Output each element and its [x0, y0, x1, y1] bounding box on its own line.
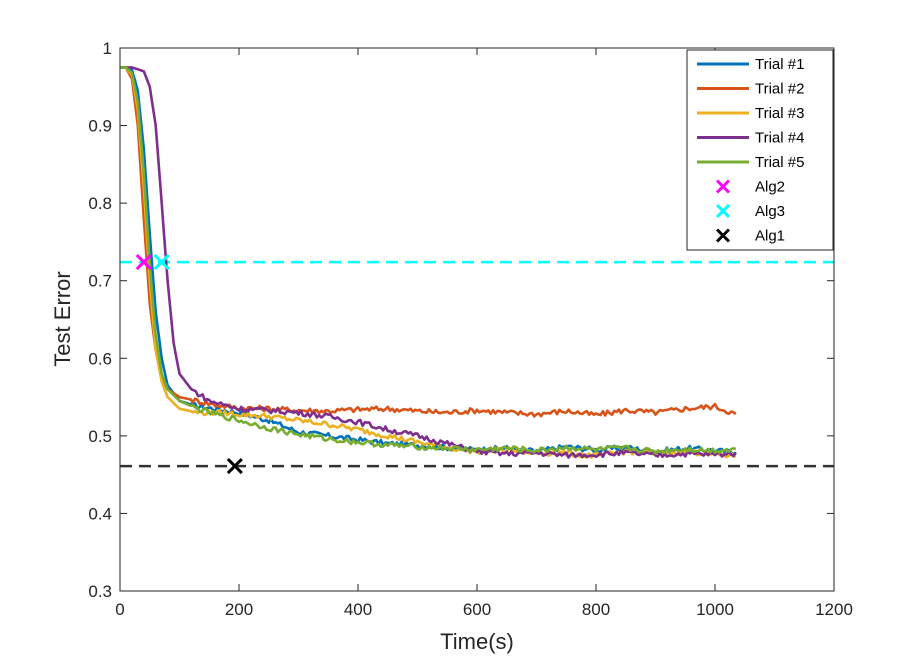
x-axis-ticks: 0 200 400 600 800 1000 1200 — [115, 48, 853, 619]
legend-item-trial-5: Trial #5 — [697, 154, 804, 171]
y-tick-label: 0.5 — [88, 427, 112, 446]
legend-item-alg1: Alg1 — [715, 228, 785, 245]
algorithm-markers — [135, 254, 243, 475]
series-line-trial-2 — [120, 66, 737, 418]
legend-swatch — [715, 228, 731, 243]
legend: Trial #1 Trial #2 Trial #3 Trial #4 Trial #5… — [686, 49, 834, 251]
x-tick-label: 1200 — [815, 600, 853, 619]
series-lines — [120, 66, 737, 460]
y-tick-label: 0.7 — [88, 272, 112, 291]
marker-alg3 — [153, 254, 170, 271]
x-tick-label: 400 — [344, 600, 372, 619]
legend-label: Trial #3 — [755, 105, 804, 122]
x-tick-label: 200 — [225, 600, 253, 619]
legend-label: Alg3 — [755, 203, 785, 220]
x-tick-label: 800 — [582, 600, 610, 619]
x-tick-label: 1000 — [696, 600, 734, 619]
x-axis-label: Time(s) — [440, 629, 514, 654]
legend-label: Trial #4 — [755, 130, 804, 147]
legend-box — [686, 49, 834, 251]
legend-item-alg2: Alg2 — [715, 179, 785, 196]
legend-label: Trial #2 — [755, 81, 804, 98]
legend-label: Alg2 — [755, 179, 785, 196]
legend-item-trial-2: Trial #2 — [697, 81, 804, 98]
legend-label: Trial #1 — [755, 56, 804, 73]
legend-item-trial-1: Trial #1 — [697, 56, 804, 73]
series-line-trial-4 — [120, 66, 737, 459]
x-tick-label: 0 — [115, 600, 124, 619]
legend-item-alg3: Alg3 — [715, 203, 785, 220]
legend-label: Alg1 — [755, 228, 785, 245]
y-tick-label: 0.6 — [88, 349, 112, 368]
marker-alg2 — [135, 254, 152, 271]
x-tick-label: 600 — [463, 600, 491, 619]
legend-label: Trial #5 — [755, 154, 804, 171]
legend-swatch — [715, 179, 731, 194]
y-tick-label: 0.4 — [88, 504, 112, 523]
y-tick-label: 0.3 — [88, 582, 112, 601]
reference-lines — [120, 260, 834, 468]
series-line-trial-5 — [120, 66, 737, 455]
y-axis-label: Test Error — [50, 271, 75, 366]
legend-item-trial-3: Trial #3 — [697, 105, 804, 122]
y-tick-label: 1 — [103, 39, 112, 58]
y-tick-label: 0.8 — [88, 194, 112, 213]
marker-alg1 — [226, 458, 243, 475]
y-axis-ticks: 0.3 0.4 0.5 0.6 0.7 0.8 0.9 1 — [88, 39, 834, 601]
legend-swatch — [715, 203, 731, 219]
y-tick-label: 0.9 — [88, 117, 112, 136]
legend-item-trial-4: Trial #4 — [697, 130, 804, 147]
